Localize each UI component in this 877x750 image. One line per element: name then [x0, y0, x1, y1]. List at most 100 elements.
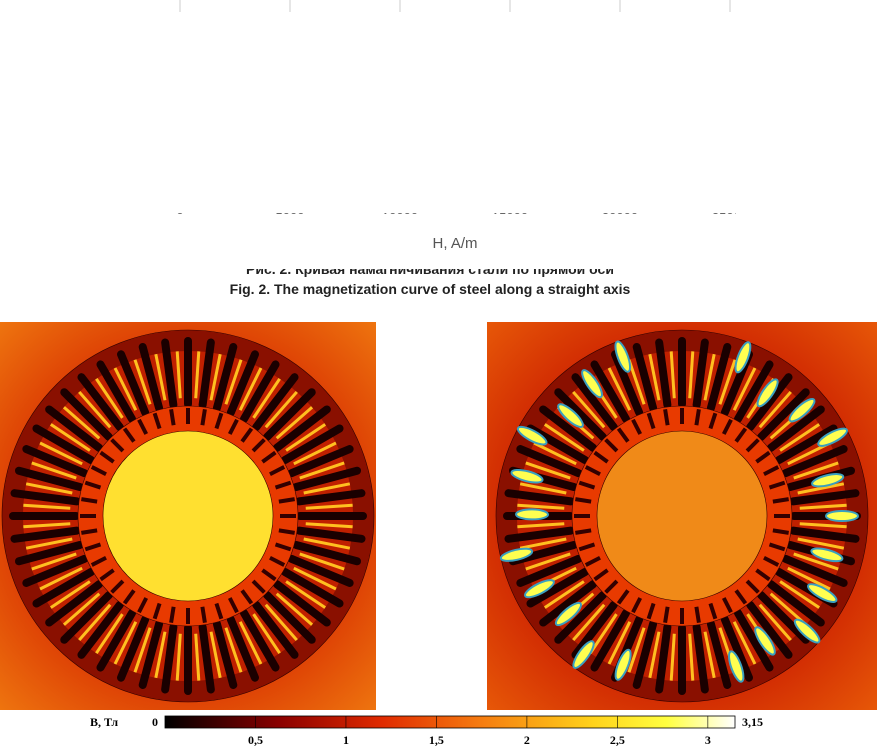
rotor-slot	[755, 450, 771, 464]
rotor-slot	[200, 606, 207, 623]
saturation-zone	[734, 341, 752, 374]
stator-slot	[720, 615, 753, 682]
stator-slot	[252, 373, 299, 432]
stator-tooth	[799, 503, 847, 510]
saturation-zone	[581, 369, 603, 399]
saturation-zone	[825, 510, 859, 522]
stator-slot	[611, 350, 644, 417]
rotor-slot	[584, 555, 601, 567]
rotor-slot	[278, 497, 295, 504]
outline	[1, 329, 375, 703]
rotor-core	[596, 430, 768, 602]
rotor-slot	[745, 438, 760, 453]
rotor-slot	[578, 542, 596, 552]
stator-slot	[554, 591, 607, 644]
rotor-slot	[214, 412, 224, 430]
saturation-zone	[557, 403, 584, 428]
stator-tooth	[299, 552, 345, 571]
stator-tooth	[703, 631, 716, 679]
rotor-slot	[593, 568, 609, 582]
stator-tooth	[543, 423, 585, 452]
stator-tooth	[799, 522, 847, 529]
saturation-zone	[499, 547, 534, 562]
stator-tooth	[25, 537, 73, 550]
saturation-zone	[754, 626, 776, 656]
rotor-slot	[261, 568, 277, 582]
magnetization-chart-fragment: 0500010000150002000025000	[150, 0, 796, 230]
stator-slot	[60, 388, 113, 441]
stator-tooth	[78, 390, 112, 429]
stator-tooth	[305, 522, 353, 529]
stator-slot	[292, 466, 362, 492]
stator-slot	[504, 526, 575, 543]
stator-tooth	[275, 406, 314, 440]
stator-tooth	[533, 441, 577, 466]
stator-tooth	[718, 359, 737, 405]
colorbar-tick-label: 2,5	[610, 733, 625, 747]
saturation-zone	[572, 640, 595, 669]
saturation-zone	[810, 547, 844, 563]
rotor-slot	[137, 597, 149, 614]
rotor-slot	[755, 568, 771, 582]
stator-slot	[757, 591, 810, 644]
stator-slot	[212, 342, 238, 412]
stator-slot	[554, 388, 607, 441]
colorbar-tick-label: 0	[152, 715, 158, 729]
rotor-slot	[708, 602, 718, 620]
stator-tooth	[23, 503, 71, 510]
saturation-zone	[811, 473, 845, 488]
stator-tooth	[648, 353, 661, 401]
rotor-slot	[772, 528, 789, 535]
rotor-slot	[214, 602, 224, 620]
stator-slot	[571, 600, 618, 659]
colorbar-tick-label: 2	[524, 733, 530, 747]
rotor-slot	[584, 465, 601, 477]
rotor-slot	[663, 606, 670, 623]
stator-slot	[292, 540, 362, 566]
x-axis-label: H, A/m	[432, 235, 477, 252]
stator-slot	[60, 591, 113, 644]
colorbar	[164, 715, 736, 729]
stator-slot	[734, 608, 774, 672]
stator-tooth	[525, 461, 571, 480]
stator-tooth	[779, 580, 821, 609]
stator-tooth	[194, 351, 201, 399]
rotor-slot	[122, 427, 136, 443]
stator-slot	[746, 600, 793, 659]
stator-slot	[287, 445, 354, 478]
stator-slot	[240, 360, 280, 424]
colorbar-label: B, Тл	[90, 715, 118, 729]
stator-tooth	[78, 603, 112, 642]
rotor-slot	[152, 602, 162, 620]
stator-tooth	[25, 482, 73, 495]
stator-tooth	[607, 367, 632, 411]
colorbar-ticks: 0 0,5 1 1,5 2 2,5 3 3,15	[152, 715, 763, 747]
outline	[495, 329, 869, 703]
stator-slot	[263, 591, 316, 644]
rotor-slot	[122, 589, 136, 605]
stator-tooth	[627, 359, 646, 405]
stator-tooth	[305, 503, 353, 510]
stator-tooth	[209, 353, 222, 401]
rotor-slot	[616, 427, 630, 443]
rotor-slot	[110, 579, 125, 594]
stator-tooth	[299, 461, 345, 480]
rotor-slot	[604, 579, 619, 594]
stator-slot	[789, 526, 860, 543]
rotor-slot	[578, 480, 596, 490]
stator-tooth	[252, 377, 281, 419]
stator-slot	[14, 540, 84, 566]
stator-tooth	[517, 522, 565, 529]
saturation-zone	[524, 579, 555, 599]
rotor-slot	[169, 409, 176, 426]
stator-slot	[138, 342, 164, 412]
stator-slot	[198, 623, 215, 694]
stator-slot	[516, 445, 583, 478]
stator-tooth	[194, 633, 201, 681]
stator-slot	[161, 623, 178, 694]
stator-tooth	[669, 351, 676, 399]
stator-tooth	[154, 631, 167, 679]
stator-slot	[692, 623, 709, 694]
stator-slot	[287, 554, 354, 587]
